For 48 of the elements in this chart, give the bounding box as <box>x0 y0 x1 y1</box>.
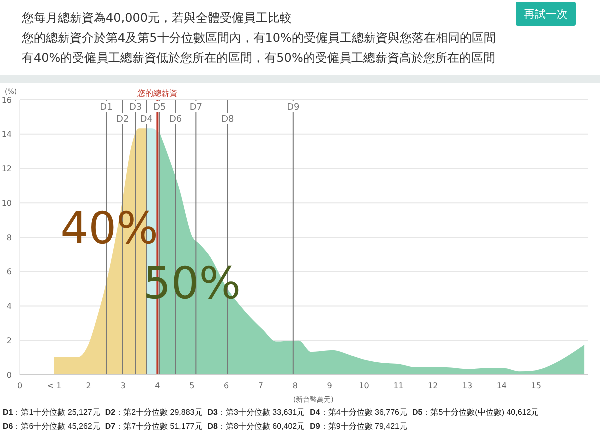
y-tick-label: 12 <box>2 164 12 174</box>
x-tick-label: 9 <box>327 382 332 391</box>
ref-line-label: D1 <box>100 103 113 113</box>
text: D8：第8十分位數 60,402元 <box>208 421 306 433</box>
y-tick-label: 0 <box>6 370 12 380</box>
y-tick-label: 16 <box>2 96 12 105</box>
ref-line-label: 您的總薪資 <box>136 89 178 98</box>
ref-line-label: D8 <box>222 115 235 125</box>
x-tick-label: 0 <box>17 382 23 391</box>
x-tick-label: 12 <box>428 382 438 391</box>
x-tick-label: < 1 <box>47 382 62 391</box>
x-tick-label: 6 <box>224 382 230 391</box>
text: D7：第7十分位數 51,177元 <box>105 421 203 433</box>
text: D4：第4十分位數 36,776元 <box>310 407 408 419</box>
text: D3：第3十分位數 33,631元 <box>208 407 306 419</box>
y-tick-label: 2 <box>6 336 12 346</box>
x-tick-label: 11 <box>394 382 404 391</box>
y-tick-label: 8 <box>6 233 12 242</box>
x-tick-label: 5 <box>190 382 195 391</box>
x-tick-label: 2 <box>86 382 92 391</box>
text: D9：第9十分位數 79,421元 <box>310 421 408 433</box>
x-tick-label: 7 <box>258 382 264 391</box>
text: D2：第2十分位數 29,883元 <box>105 407 203 419</box>
chart-subtitle: 您的總薪資介於第4及第5十分位數區間內，有10%的受僱員工總薪資與您落在相同的區間 <box>22 30 496 47</box>
ref-line-label: D6 <box>169 115 182 125</box>
y-tick-label: 14 <box>2 130 12 140</box>
ref-line-label: D7 <box>190 103 202 113</box>
ref-line-label: D2 <box>116 115 130 125</box>
text: 有40%的受僱員工總薪資低於您所在的區間，有50%的受僱員工總薪資高於您所在的區間 <box>22 50 496 67</box>
ref-line-label: D3 <box>129 103 142 113</box>
x-tick-label: 14 <box>496 382 508 391</box>
x-tick-label: 3 <box>120 382 126 391</box>
y-tick-label: 6 <box>6 268 12 277</box>
ref-line-label: D5 <box>153 103 166 113</box>
x-tick-label: 13 <box>462 382 473 391</box>
chart-title: 您每月總薪資為40,000元，若與全體受僱員工比較 <box>22 10 293 27</box>
y-tick-label: 10 <box>2 198 12 208</box>
text: D1：第1十分位數 25,127元 <box>3 407 100 419</box>
text: D6：第6十分位數 45,262元 <box>3 421 100 433</box>
x-tick-label: 4 <box>155 382 160 391</box>
ref-line-label: D4 <box>140 115 154 125</box>
text: 再試一次 <box>516 2 576 26</box>
x-tick-label: 10 <box>359 382 370 391</box>
ref-line-label: D9 <box>287 103 300 113</box>
y-tick-label: 4 <box>6 302 12 312</box>
x-tick-label: 8 <box>292 382 298 391</box>
text: D5：第5十分位數(中位數) 40,612元 <box>412 407 540 419</box>
x-tick-label: 15 <box>531 382 542 391</box>
